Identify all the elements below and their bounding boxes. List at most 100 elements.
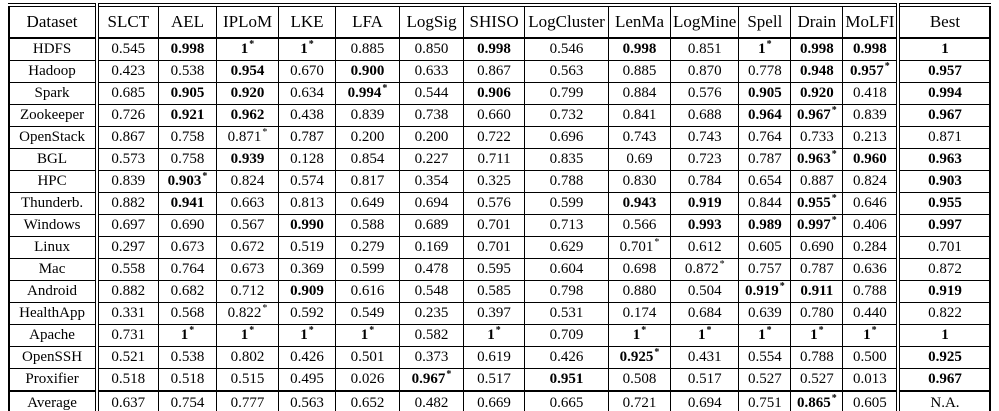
accuracy-value: 0.538: [170, 349, 205, 365]
accuracy-cell: 0.174: [608, 302, 672, 325]
accuracy-cell: 0.854: [335, 148, 401, 171]
accuracy-value: 0.548: [414, 283, 449, 299]
accuracy-value: 0.373: [414, 349, 449, 365]
accuracy-value: 0.174: [622, 305, 657, 321]
accuracy-cell: 0.698: [608, 258, 672, 281]
accuracy-cell: 0.841: [608, 104, 672, 127]
accuracy-value: 0.777: [230, 394, 265, 411]
accuracy-value: 0.948: [799, 63, 834, 79]
accuracy-cell: 1: [897, 324, 991, 347]
accuracy-value: 0.813: [290, 195, 324, 211]
accuracy-cell: 0.788: [842, 280, 901, 303]
accuracy-cell: 0.787: [790, 258, 844, 281]
accuracy-cell: 0.169: [399, 236, 465, 259]
table-row: Mac 0.558 0.764 0.673 0.369 0.599 0.478 0.595 0.…: [8, 258, 991, 281]
accuracy-value: 0.563: [290, 394, 324, 411]
accuracy-cell: 0.696: [524, 126, 610, 149]
accuracy-cell: 0.527: [790, 368, 844, 392]
accuracy-cell: 0.563: [524, 60, 610, 83]
accuracy-cell: 0.824: [216, 170, 280, 193]
best-marker-asterisk: *: [654, 237, 660, 248]
column-header-spell: Spell: [738, 4, 792, 39]
accuracy-cell: 0.798: [524, 280, 610, 303]
accuracy-cell: 0.844: [738, 192, 792, 215]
accuracy-value: 0.778: [747, 63, 782, 79]
accuracy-value: 0.990: [290, 217, 324, 233]
accuracy-value: 0.517: [477, 371, 511, 387]
accuracy-cell: 0.920: [216, 82, 280, 105]
accuracy-value: 0.871: [928, 129, 962, 145]
accuracy-cell: 0.723: [670, 148, 740, 171]
accuracy-cell: 0.605: [842, 390, 901, 411]
accuracy-value: 0.997: [796, 217, 831, 233]
accuracy-cell: 0.546: [524, 37, 610, 61]
accuracy-value: 0.919: [687, 195, 722, 211]
accuracy-value: 0.943: [622, 195, 657, 211]
accuracy-cell: 0.200: [335, 126, 401, 149]
dataset-label: Linux: [8, 236, 99, 259]
accuracy-cell: 0.885: [608, 60, 672, 83]
accuracy-value: 0.588: [350, 217, 385, 233]
accuracy-value: 0.013: [853, 371, 887, 387]
accuracy-value: 0.784: [687, 173, 722, 189]
accuracy-cell: 0.604: [524, 258, 610, 281]
best-marker-asterisk: *: [262, 127, 268, 138]
accuracy-cell: 0.754: [158, 390, 218, 411]
accuracy-cell: 0.865*: [790, 390, 844, 411]
accuracy-value: 0.711: [477, 151, 511, 167]
best-marker-asterisk: *: [831, 149, 837, 160]
accuracy-value: 0.726: [111, 107, 146, 123]
accuracy-cell: 0.867: [96, 126, 160, 149]
accuracy-value: 0.279: [350, 239, 385, 255]
accuracy-cell: 0.69: [608, 148, 672, 171]
accuracy-value: 0.495: [290, 371, 324, 387]
accuracy-value: 0.865: [796, 394, 831, 411]
accuracy-value: 0.998: [622, 41, 657, 57]
accuracy-value: 0.546: [549, 41, 584, 57]
accuracy-value: 0.839: [350, 107, 385, 123]
table-row: Windows 0.697 0.690 0.567 0.990 0.588 0.689 0.7…: [8, 214, 991, 237]
accuracy-value: 0.672: [230, 239, 265, 255]
accuracy-value: 0.854: [350, 151, 385, 167]
accuracy-value: 0.824: [853, 173, 887, 189]
accuracy-cell: 0.880: [608, 280, 672, 303]
accuracy-cell: 0.482: [399, 390, 465, 411]
accuracy-cell: 1*: [608, 324, 672, 347]
accuracy-cell: 0.884: [608, 82, 672, 105]
accuracy-cell: 0.331: [96, 302, 160, 325]
accuracy-cell: 0.802: [216, 346, 280, 369]
accuracy-cell: 0.743: [608, 126, 672, 149]
accuracy-cell: 0.548: [399, 280, 465, 303]
accuracy-cell: 0.518: [96, 368, 160, 392]
accuracy-cell: 0.566: [608, 214, 672, 237]
accuracy-value: 0.200: [350, 129, 385, 145]
dataset-label: Apache: [8, 324, 99, 347]
accuracy-value: 0.788: [549, 173, 584, 189]
accuracy-value: 0.423: [111, 63, 146, 79]
accuracy-value: 0.997: [928, 217, 962, 233]
accuracy-cell: 0.515: [216, 368, 280, 392]
accuracy-value: 0.709: [549, 327, 584, 343]
accuracy-cell: 0.751: [738, 390, 792, 411]
accuracy-cell: 0.758: [158, 148, 218, 171]
table-row: BGL 0.573 0.758 0.939 0.128 0.854 0.227 0.711 0.…: [8, 148, 991, 171]
accuracy-value: 0.867: [111, 129, 146, 145]
accuracy-cell: 0.682: [158, 280, 218, 303]
accuracy-value: 1: [300, 327, 308, 343]
accuracy-cell: 0.426: [278, 346, 337, 369]
accuracy-cell: 0.872*: [670, 258, 740, 281]
accuracy-cell: 0.616: [335, 280, 401, 303]
accuracy-value: 0.994: [928, 85, 962, 101]
accuracy-value: 1: [180, 327, 189, 343]
accuracy-value: 0.951: [549, 371, 584, 387]
accuracy-cell: 0.325: [463, 170, 526, 193]
table-row: Apache 0.731 1* 1* 1* 1* 0.582 1* 0.709 1* 1* 1* 1* 1…: [8, 324, 991, 347]
best-marker-asterisk: *: [831, 215, 837, 226]
accuracy-cell: 0.955: [897, 192, 991, 215]
accuracy-cell: 0.998: [842, 37, 901, 61]
accuracy-value: 0.906: [477, 85, 511, 101]
accuracy-cell: 0.585: [463, 280, 526, 303]
accuracy-cell: 0.563: [278, 390, 337, 411]
accuracy-value: 0.563: [549, 63, 584, 79]
accuracy-cell: 0.906: [463, 82, 526, 105]
